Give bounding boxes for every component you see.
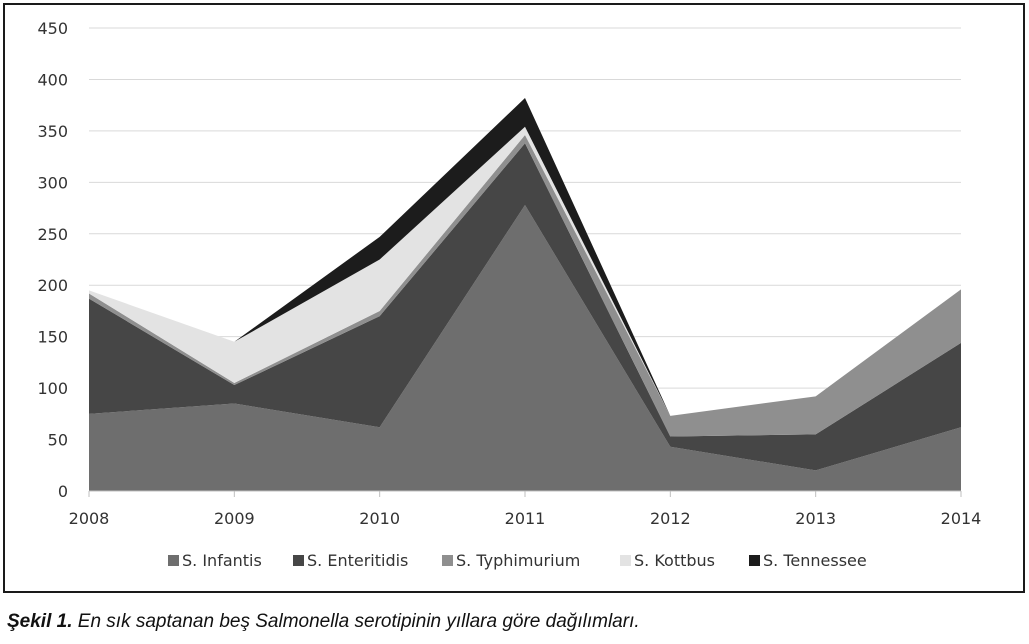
x-tick-label: 2009 [214, 509, 255, 528]
y-tick-label: 350 [37, 122, 68, 141]
x-tick-label: 2014 [941, 509, 982, 528]
area-s-kottbus [89, 126, 961, 416]
y-tick-label: 150 [37, 328, 68, 347]
y-tick-label: 250 [37, 225, 68, 244]
x-tick-label: 2012 [650, 509, 691, 528]
y-tick-label: 200 [37, 276, 68, 295]
y-tick-label: 300 [37, 173, 68, 192]
caption-label: Şekil 1. [7, 611, 73, 632]
figure-caption: Şekil 1. En sık saptanan beş Salmonella … [7, 611, 640, 633]
axes: 0 50 100 150 200 250 300 350 400 450 2008 2009 2010 2… [37, 19, 981, 528]
legend-swatch [620, 555, 631, 566]
x-tick-label: 2008 [69, 509, 110, 528]
legend-label: S. Kottbus [634, 551, 715, 570]
x-tick-label: 2010 [359, 509, 400, 528]
y-tick-label: 0 [58, 482, 68, 501]
legend-label: S. Enteritidis [307, 551, 408, 570]
legend-swatch [293, 555, 304, 566]
legend-swatch [442, 555, 453, 566]
area-s-infantis [89, 204, 961, 492]
legend-swatch [168, 555, 179, 566]
legend: S. Infantis S. Enteritidis S. Typhimurium S… [168, 551, 867, 570]
caption-text: En sık saptanan beş Salmonella serotipin… [72, 611, 640, 632]
legend-label: S. Typhimurium [456, 551, 580, 570]
y-tick-label: 400 [37, 70, 68, 89]
y-tick-label: 100 [37, 379, 68, 398]
y-tick-label: 450 [37, 19, 68, 38]
legend-swatch [749, 555, 760, 566]
legend-label: S. Infantis [182, 551, 262, 570]
y-tick-label: 50 [48, 431, 68, 450]
x-tick-label: 2011 [505, 509, 546, 528]
area-s-enteritidis [89, 143, 961, 471]
legend-label: S. Tennessee [763, 551, 867, 570]
stacked-area-chart: 0 50 100 150 200 250 300 350 400 450 2008 2009 2010 2… [37, 19, 981, 570]
area-series [89, 97, 961, 492]
x-tick-label: 2013 [795, 509, 836, 528]
